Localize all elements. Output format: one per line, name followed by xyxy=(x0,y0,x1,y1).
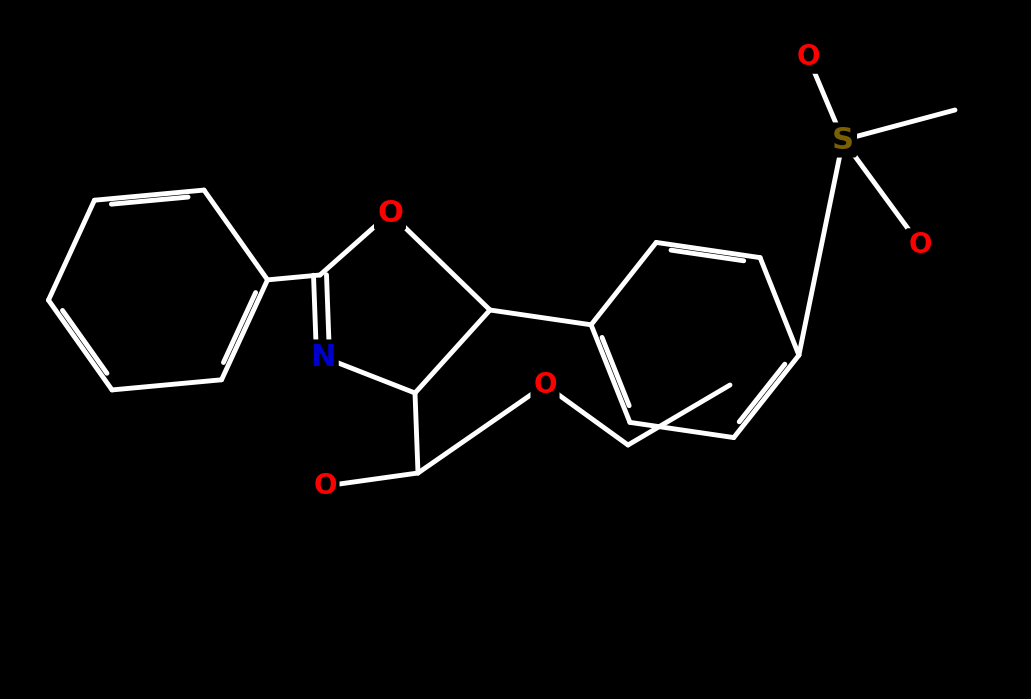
Text: O: O xyxy=(908,231,932,259)
Text: O: O xyxy=(377,199,403,227)
Text: O: O xyxy=(533,371,557,399)
Text: O: O xyxy=(313,472,337,500)
Text: N: N xyxy=(310,343,336,371)
Text: S: S xyxy=(832,126,854,154)
Text: O: O xyxy=(796,43,820,71)
